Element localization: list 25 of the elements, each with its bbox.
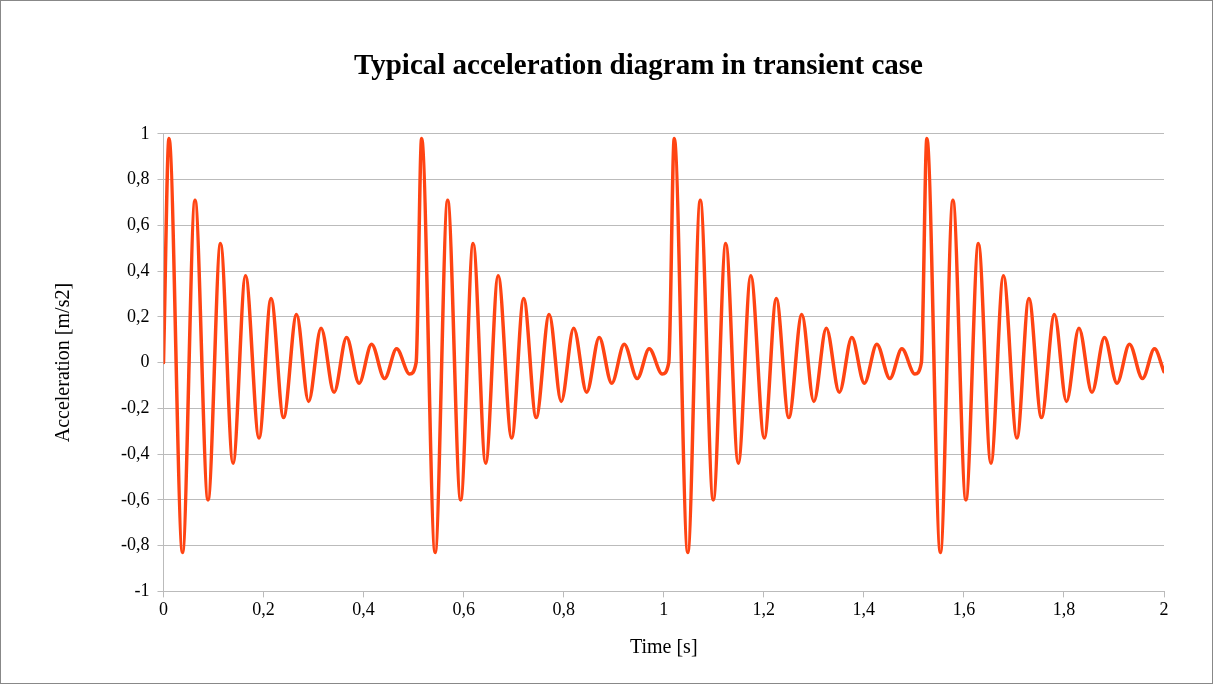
- x-tick-label: 1,6: [952, 598, 976, 619]
- y-tick-label: 0,6: [126, 214, 150, 235]
- chart-title: Typical acceleration diagram in transient case: [354, 47, 924, 80]
- y-tick-label: -0,4: [120, 442, 150, 463]
- x-tick-label: 1: [659, 598, 669, 619]
- y-tick-label: -0,8: [120, 534, 150, 555]
- y-axis-title: Acceleration [m/s2]: [50, 282, 73, 443]
- y-tick-label: -0,6: [120, 488, 150, 509]
- x-tick-label: 1,2: [752, 598, 776, 619]
- y-tick-label: 0,4: [126, 259, 150, 280]
- x-tick-label: 0: [158, 598, 168, 619]
- y-tick-label: 1: [140, 122, 150, 143]
- y-tick-label: 0,2: [126, 305, 150, 326]
- x-tick-label: 1,4: [852, 598, 876, 619]
- x-tick-label: 0,2: [252, 598, 275, 619]
- y-tick-label: 0: [140, 351, 150, 372]
- x-tick-label: 2: [1159, 598, 1169, 619]
- y-tick-label: -0,2: [120, 397, 150, 418]
- x-axis-title: Time [s]: [629, 634, 698, 657]
- x-tick-label: 0,4: [352, 598, 375, 619]
- x-tick-label: 1,8: [1052, 598, 1076, 619]
- y-tick-label: -1: [134, 580, 150, 601]
- y-tick-label: 0,8: [126, 168, 150, 189]
- x-tick-label: 0,6: [452, 598, 475, 619]
- x-tick-label: 0,8: [552, 598, 575, 619]
